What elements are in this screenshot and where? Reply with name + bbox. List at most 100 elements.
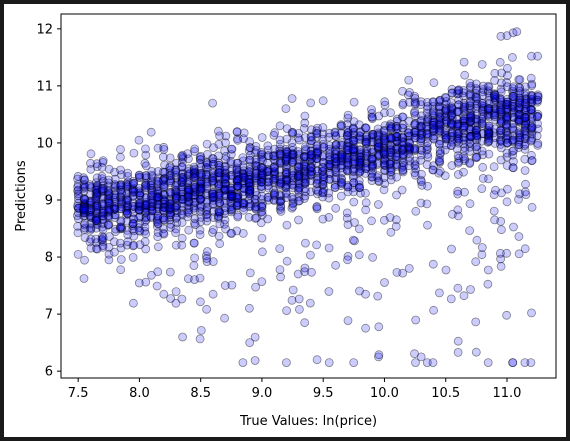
data-point <box>374 150 384 160</box>
data-point <box>447 120 456 129</box>
data-point <box>478 85 488 94</box>
data-point <box>520 121 530 131</box>
data-point <box>428 358 438 368</box>
data-point <box>362 144 372 153</box>
data-point <box>336 173 346 183</box>
data-point <box>251 145 261 155</box>
data-point <box>159 215 169 225</box>
data-point <box>165 174 175 184</box>
data-point <box>337 121 347 130</box>
data-point <box>92 244 102 254</box>
data-point <box>257 277 267 287</box>
data-point <box>466 112 476 121</box>
data-point <box>502 119 512 129</box>
data-point <box>447 113 457 123</box>
data-point <box>325 150 334 159</box>
data-point <box>490 112 500 121</box>
data-point <box>410 145 420 155</box>
data-point <box>227 190 237 200</box>
data-point <box>275 149 285 159</box>
data-point <box>122 208 132 218</box>
data-point <box>202 158 212 168</box>
data-point <box>244 177 254 187</box>
data-point <box>128 224 138 234</box>
data-point <box>86 213 96 223</box>
data-point <box>299 160 309 170</box>
data-point <box>245 184 255 194</box>
data-point <box>502 138 512 147</box>
data-point <box>373 291 383 301</box>
data-point <box>526 358 536 368</box>
data-point <box>526 105 536 114</box>
data-point <box>318 134 328 144</box>
data-point <box>472 131 482 141</box>
data-point <box>410 120 420 130</box>
data-point <box>374 144 384 154</box>
data-point <box>392 116 402 126</box>
data-point <box>521 126 530 136</box>
data-point <box>177 182 187 192</box>
data-point <box>226 183 236 193</box>
data-point <box>282 124 292 133</box>
data-point <box>159 182 168 192</box>
data-point <box>471 317 481 327</box>
data-point <box>428 133 438 143</box>
data-point <box>410 128 420 138</box>
data-point <box>360 188 370 198</box>
data-point <box>239 198 249 208</box>
data-point <box>385 121 395 131</box>
data-point <box>307 267 316 277</box>
data-point <box>483 125 493 135</box>
data-point <box>392 114 402 124</box>
data-point <box>159 229 169 239</box>
data-point <box>484 128 494 137</box>
data-point <box>146 127 156 137</box>
data-point <box>92 238 101 248</box>
data-point <box>526 90 536 100</box>
data-point <box>509 88 519 98</box>
data-point <box>325 155 335 164</box>
data-point <box>386 108 396 118</box>
data-point <box>190 193 199 203</box>
data-point <box>318 214 328 224</box>
data-point <box>305 298 315 308</box>
data-point <box>165 194 175 204</box>
data-point <box>257 201 267 211</box>
data-point <box>490 68 500 78</box>
data-point <box>238 178 248 188</box>
data-point <box>490 215 500 225</box>
data-point <box>434 156 444 166</box>
data-point <box>123 202 133 212</box>
data-point <box>158 167 168 177</box>
data-point <box>398 161 408 171</box>
data-point <box>379 138 389 147</box>
data-point <box>165 199 175 208</box>
data-point <box>92 201 102 211</box>
data-point <box>367 129 377 139</box>
data-point <box>220 209 230 219</box>
data-point <box>306 170 315 179</box>
data-point <box>153 182 163 192</box>
x-tick-label: 11.0 <box>493 386 522 401</box>
data-point <box>122 182 132 192</box>
data-point <box>201 157 211 167</box>
data-point <box>263 145 273 155</box>
data-point <box>527 95 537 105</box>
data-point <box>379 131 389 140</box>
data-point <box>533 95 543 105</box>
data-point <box>158 175 168 185</box>
data-point <box>92 199 102 209</box>
data-point <box>348 144 358 154</box>
data-point <box>533 119 542 128</box>
data-point <box>251 169 261 179</box>
data-point <box>453 129 463 138</box>
data-point <box>471 153 481 163</box>
data-point <box>123 181 132 191</box>
data-point <box>263 167 272 177</box>
data-point <box>158 228 168 238</box>
data-point <box>85 200 95 210</box>
data-point <box>502 82 512 92</box>
data-point <box>354 176 364 186</box>
data-point <box>410 107 420 116</box>
data-point <box>171 287 181 297</box>
